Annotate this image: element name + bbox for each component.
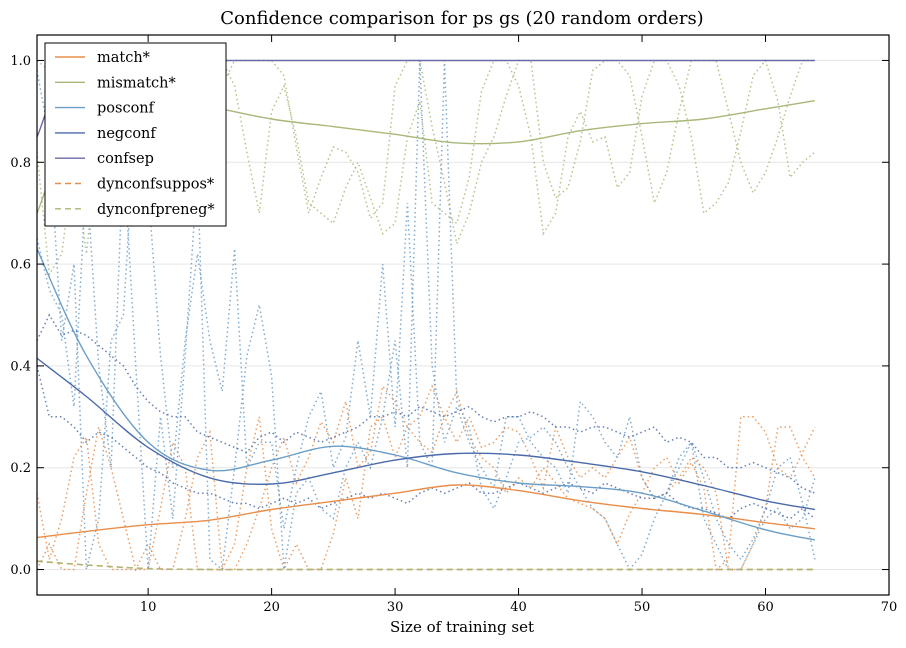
series-line-negconf bbox=[37, 357, 816, 511]
legend-label-confsep: confsep bbox=[97, 151, 154, 167]
y-tick-label: 0.0 bbox=[10, 563, 31, 578]
dotted-series-line-0 bbox=[37, 384, 816, 571]
x-tick-label: 50 bbox=[634, 600, 651, 615]
y-tick-label: 0.2 bbox=[10, 461, 31, 476]
x-tick-label: 20 bbox=[263, 600, 280, 615]
series-line-dynconfsuppos bbox=[37, 560, 815, 571]
plot-frame bbox=[36, 34, 890, 596]
y-tick-label: 1.0 bbox=[10, 54, 31, 69]
dotted-series-line-6 bbox=[37, 313, 816, 494]
x-tick-label: 70 bbox=[881, 600, 898, 615]
legend-label-dynconfsuppos: dynconfsuppos* bbox=[97, 177, 215, 193]
x-tick-label: 60 bbox=[757, 600, 774, 615]
x-tick-label: 30 bbox=[387, 600, 404, 615]
y-tick-label: 0.6 bbox=[10, 258, 31, 273]
series-line-dynconfpreneg bbox=[37, 560, 815, 571]
x-tick-label: 40 bbox=[510, 600, 527, 615]
x-axis-label: Size of training set bbox=[390, 618, 534, 636]
y-tick-label: 0.8 bbox=[10, 156, 31, 171]
y-tick-label: 0.4 bbox=[10, 359, 31, 374]
plot-area bbox=[37, 54, 816, 573]
chart-title: Confidence comparison for ps gs (20 rand… bbox=[220, 8, 703, 29]
legend-box bbox=[44, 42, 227, 227]
legend-label-negconf: negconf bbox=[97, 126, 157, 142]
legend: match* mismatch* posconf negconf confsep dync… bbox=[44, 42, 227, 227]
x-tick-label: 10 bbox=[140, 600, 157, 615]
axis-ticks: 10 20 30 40 50 60 70 0.0 0.2 0.4 0.6 0.8 1.0 bbox=[10, 35, 897, 615]
legend-label-mismatch: mismatch* bbox=[97, 75, 177, 91]
legend-label-dynconfpreneg: dynconfpreneg* bbox=[97, 202, 215, 218]
series-line-match bbox=[37, 484, 815, 539]
series-line-posconf bbox=[37, 248, 816, 541]
dotted-series-line-1 bbox=[37, 384, 816, 573]
legend-label-posconf: posconf bbox=[97, 101, 156, 117]
dotted-series-line-7 bbox=[37, 365, 816, 520]
legend-label-match: match* bbox=[97, 50, 151, 66]
